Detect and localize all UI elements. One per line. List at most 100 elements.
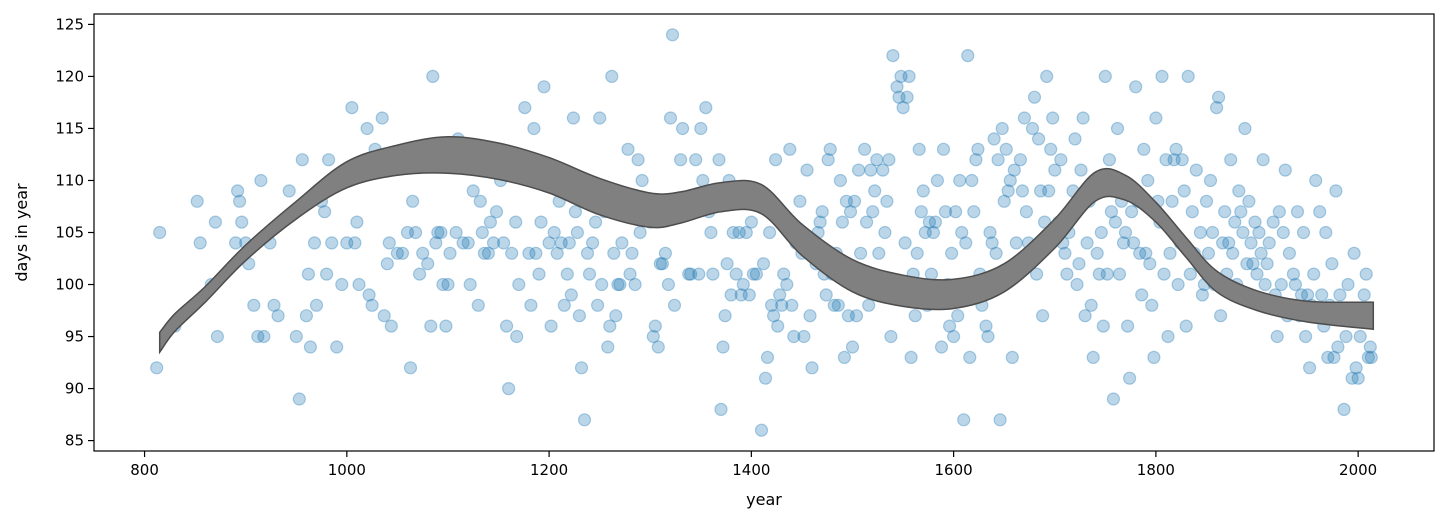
data-point: [588, 215, 603, 229]
data-point: [1331, 340, 1345, 354]
x-tick-label: 1800: [1137, 461, 1175, 479]
data-point: [1290, 205, 1305, 219]
data-point: [797, 329, 811, 344]
data-point: [835, 215, 850, 229]
data-point: [1078, 309, 1092, 323]
data-point: [981, 329, 995, 344]
data-point: [330, 340, 344, 354]
data-point: [512, 277, 526, 292]
data-point: [900, 90, 914, 104]
data-point: [1009, 236, 1023, 250]
data-point: [936, 142, 951, 156]
data-point: [439, 319, 453, 333]
data-point: [463, 277, 477, 292]
data-point: [1042, 184, 1056, 198]
data-point: [562, 236, 576, 250]
data-point: [560, 267, 574, 281]
data-point: [995, 121, 1009, 136]
data-point: [1155, 69, 1169, 84]
data-point: [524, 298, 538, 312]
data-point: [1201, 246, 1216, 260]
data-point: [886, 48, 900, 63]
data-point: [1195, 288, 1210, 302]
data-point: [208, 215, 222, 229]
data-point: [762, 225, 777, 240]
x-tick-label: 1600: [935, 461, 973, 479]
data-point: [1096, 319, 1110, 333]
data-point: [746, 267, 761, 281]
data-point: [1054, 153, 1068, 167]
data-point: [866, 205, 880, 219]
data-point: [267, 298, 281, 312]
data-point: [210, 329, 224, 344]
data-point: [473, 194, 487, 208]
data-point: [1074, 163, 1088, 177]
data-point: [1094, 225, 1108, 240]
data-point: [590, 298, 605, 312]
data-point: [1213, 309, 1228, 323]
data-point: [621, 142, 635, 156]
data-point: [307, 236, 322, 250]
data-point: [1193, 225, 1208, 240]
x-tick-label: 1400: [732, 461, 770, 479]
data-point: [764, 298, 779, 312]
data-point: [1100, 267, 1114, 281]
data-point: [661, 277, 676, 292]
data-point: [971, 142, 985, 156]
data-point: [1112, 267, 1127, 281]
data-point: [1329, 184, 1343, 198]
data-point: [987, 132, 1001, 146]
data-point: [497, 236, 511, 250]
data-point: [1108, 215, 1123, 229]
data-point: [673, 153, 688, 167]
data-point: [251, 329, 265, 344]
data-point: [845, 340, 860, 354]
data-point: [532, 267, 546, 281]
data-point: [894, 69, 908, 84]
data-point: [1070, 277, 1084, 292]
data-point: [682, 267, 696, 281]
data-point: [1015, 184, 1030, 198]
data-point: [1248, 215, 1262, 229]
data-point: [862, 298, 876, 312]
y-tick-label: 105: [55, 224, 84, 242]
data-point: [859, 215, 874, 229]
data-point: [985, 236, 999, 250]
data-point: [1327, 350, 1341, 364]
data-point: [295, 153, 309, 167]
data-point: [384, 319, 398, 333]
data-point: [870, 153, 884, 167]
data-point: [771, 319, 785, 333]
data-point: [857, 142, 872, 156]
data-point: [890, 80, 904, 94]
data-point: [716, 340, 730, 354]
data-point: [271, 309, 285, 323]
data-point: [153, 225, 167, 240]
data-point: [303, 340, 317, 354]
data-point: [898, 236, 912, 250]
data-point: [502, 382, 516, 396]
data-point: [1133, 246, 1147, 260]
data-point: [483, 215, 497, 229]
data-point: [500, 319, 514, 333]
data-point: [348, 236, 362, 250]
data-point: [345, 100, 359, 115]
data-point: [1106, 392, 1121, 406]
data-point: [362, 288, 376, 302]
data-point: [724, 288, 738, 302]
data-point: [942, 319, 957, 333]
data-point: [554, 236, 568, 250]
data-point: [1351, 371, 1365, 385]
data-point: [1236, 225, 1250, 240]
data-point: [320, 267, 334, 281]
data-point: [409, 225, 423, 240]
data-point: [663, 111, 678, 125]
data-point: [758, 371, 773, 385]
data-point: [930, 173, 945, 188]
data-point: [299, 309, 313, 323]
data-point: [847, 194, 862, 208]
data-point: [896, 100, 910, 115]
data-point: [1167, 153, 1181, 167]
data-point: [815, 205, 829, 219]
data-point: [436, 277, 450, 292]
